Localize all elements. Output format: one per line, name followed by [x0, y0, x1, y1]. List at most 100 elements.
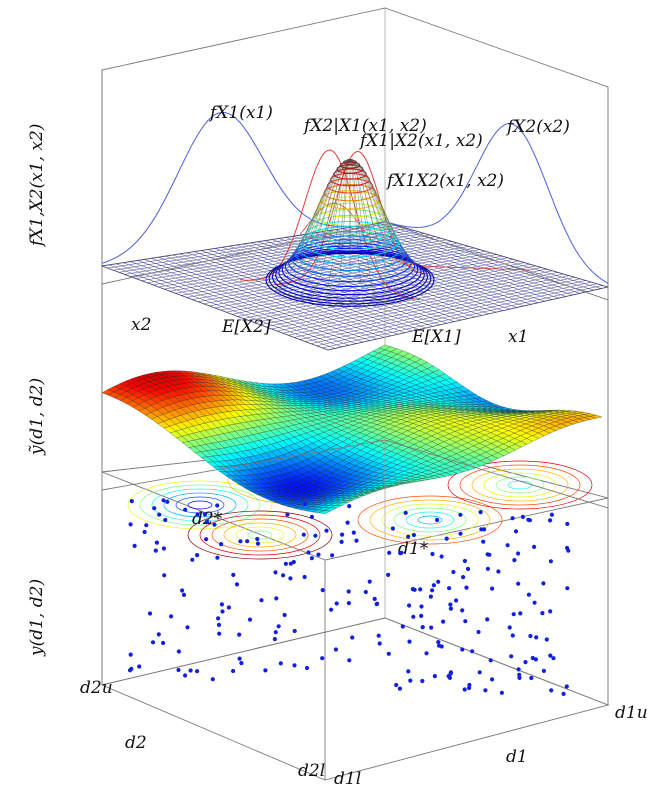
sample-point	[316, 552, 321, 557]
sample-point	[407, 603, 412, 608]
contour-line	[495, 476, 545, 494]
bell-meridian	[349, 159, 415, 298]
sample-point	[185, 625, 190, 630]
sample-point	[183, 507, 188, 512]
sample-point	[517, 672, 522, 677]
sample-point	[430, 588, 435, 593]
sample-point	[347, 658, 352, 663]
label-x1: x1	[508, 327, 528, 347]
contour-line	[139, 484, 261, 526]
sample-point	[460, 608, 465, 613]
sample-point	[278, 661, 283, 666]
sample-point	[255, 541, 261, 546]
sample-point	[339, 539, 344, 545]
sample-point	[329, 607, 334, 612]
sample-point	[448, 671, 453, 676]
sample-point	[387, 550, 392, 555]
mesh-line	[248, 264, 530, 321]
sample-point	[465, 566, 471, 572]
sample-point	[436, 640, 441, 645]
label-d1-upper: d1u	[615, 703, 648, 723]
bell-meridian	[295, 159, 351, 301]
sample-point	[483, 688, 488, 693]
mesh-line	[314, 232, 539, 303]
sample-point	[255, 536, 260, 542]
sample-point	[419, 613, 424, 619]
mesh-line	[260, 267, 542, 326]
sample-point	[462, 558, 467, 564]
bell-meridian	[321, 159, 351, 256]
sample-point	[274, 596, 279, 601]
sample-point	[195, 669, 200, 674]
sample-point	[526, 517, 531, 522]
bell-meridian	[307, 159, 351, 303]
sample-point	[204, 537, 209, 542]
sample-point	[482, 527, 487, 532]
sample-point	[152, 506, 157, 511]
sample-point	[216, 622, 222, 628]
sample-point	[129, 666, 134, 672]
sample-point	[534, 635, 539, 640]
sample-point	[367, 579, 372, 584]
contour-line	[459, 464, 581, 506]
sample-point	[313, 533, 318, 538]
sample-point	[549, 688, 554, 693]
sample-point	[439, 554, 444, 559]
sample-point	[510, 516, 515, 521]
sample-point	[532, 544, 537, 550]
contour-line	[187, 500, 213, 510]
sample-point	[528, 633, 533, 639]
sample-point	[399, 550, 404, 555]
contour-line	[187, 510, 333, 560]
sample-point	[403, 510, 408, 515]
mesh-line	[271, 239, 497, 313]
mesh-line	[327, 286, 609, 351]
sample-point	[464, 585, 469, 590]
sample-point	[513, 529, 519, 534]
bell-meridian	[349, 159, 415, 264]
sample-point	[195, 512, 200, 517]
sample-point	[541, 668, 547, 674]
middle-panel: d2* d1* ỹ(d1, d2)	[27, 221, 609, 561]
sample-point	[565, 545, 570, 551]
sample-point	[408, 678, 413, 683]
bell-meridian	[349, 159, 433, 276]
mesh-line	[305, 280, 586, 342]
sample-point	[516, 551, 521, 556]
curve-fx2-marginal	[384, 123, 609, 284]
mesh-line	[277, 272, 558, 332]
sample-point	[181, 592, 187, 598]
contour-line	[417, 515, 443, 525]
mesh-line	[342, 228, 567, 297]
sample-point	[346, 589, 351, 594]
sample-point	[156, 632, 161, 637]
mesh-line	[243, 262, 525, 319]
sample-point	[147, 611, 153, 616]
sample-point	[410, 587, 415, 592]
sample-point	[347, 504, 352, 509]
sample-point	[451, 569, 456, 575]
bottom-panel: d2u d2 d2l d1l d1 d1u y(d1, d2)	[27, 70, 648, 789]
ylabel-bottom: y(d1, d2)	[27, 579, 47, 657]
sample-point	[247, 617, 253, 622]
sample-point	[517, 675, 522, 681]
sample-point	[407, 639, 412, 644]
sample-point	[302, 574, 307, 580]
label-d2-star: d2*	[192, 509, 223, 529]
bell-meridian	[295, 159, 351, 260]
label-ex2: E[X2]	[221, 317, 271, 337]
bell-meridian	[349, 159, 433, 285]
sample-point	[245, 539, 250, 544]
sample-point	[548, 559, 554, 564]
sample-point	[183, 673, 188, 678]
sample-point	[512, 558, 517, 563]
sample-point	[564, 684, 569, 689]
top-floor-mesh	[101, 221, 609, 351]
contour-line	[447, 460, 593, 510]
sample-point	[376, 633, 381, 638]
sample-point	[406, 534, 411, 539]
sample-point	[330, 553, 335, 558]
sample-point	[424, 651, 429, 656]
label-fx2-given-x1: fX2|X1(x1, x2)	[302, 116, 427, 136]
sample-point	[540, 611, 545, 616]
